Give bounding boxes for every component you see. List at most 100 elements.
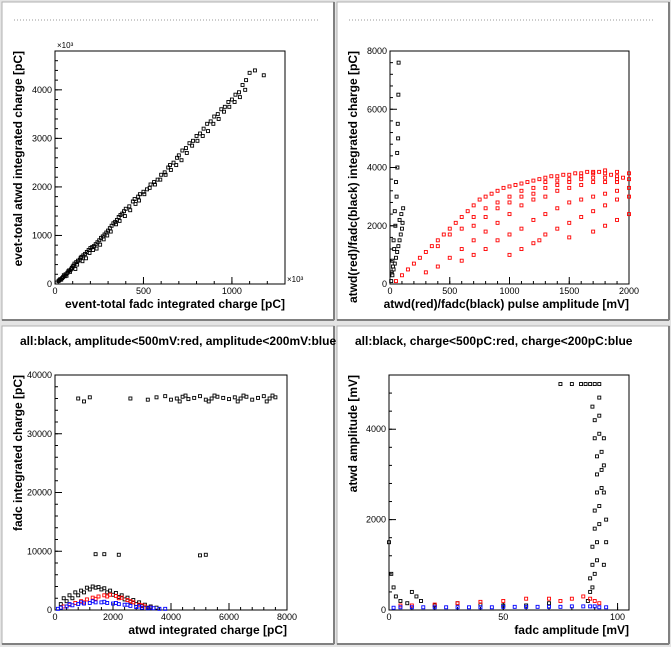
data-point (432, 605, 437, 610)
data-point (395, 165, 400, 170)
data-point (414, 594, 419, 599)
data-point (215, 112, 220, 117)
data-point (235, 399, 240, 404)
data-point (595, 558, 599, 563)
data-point (591, 229, 596, 234)
data-point (93, 552, 98, 557)
data-point (226, 100, 231, 104)
data-point (561, 172, 566, 177)
x-tick-label: 6000 (219, 612, 239, 622)
data-point (543, 180, 548, 185)
data-point (398, 599, 403, 603)
x-tick-label: 0 (386, 612, 391, 622)
data-point (389, 270, 394, 275)
x-tick-label: 4000 (161, 612, 181, 622)
data-point (483, 206, 488, 211)
data-point (555, 226, 560, 231)
data-point (128, 599, 133, 604)
data-point (84, 256, 88, 261)
y-tick-label: 40000 (27, 370, 52, 380)
data-point (543, 194, 548, 199)
data-point (459, 258, 464, 263)
data-point (435, 244, 440, 249)
data-point (597, 413, 602, 418)
data-point (531, 217, 536, 222)
data-point (168, 167, 173, 172)
data-point (243, 87, 248, 92)
series-red (398, 594, 602, 608)
data-point (174, 396, 179, 401)
data-point (186, 397, 191, 402)
data-point (64, 599, 69, 604)
data-point (409, 605, 414, 610)
data-point (391, 585, 396, 590)
data-point (471, 238, 476, 243)
data-point (525, 180, 530, 185)
data-point (627, 171, 631, 176)
data-point (615, 217, 619, 222)
data-point (592, 418, 597, 423)
data-point (547, 601, 551, 606)
data-point (531, 241, 536, 246)
data-point (597, 169, 602, 174)
data-point (396, 60, 401, 65)
data-point (171, 160, 176, 165)
data-point (597, 431, 602, 436)
data-point (387, 540, 391, 545)
data-point (615, 188, 619, 193)
data-point (573, 171, 578, 176)
data-point (597, 395, 602, 400)
y-tick-label: 0 (381, 605, 386, 615)
data-point (391, 238, 396, 243)
data-point (627, 177, 631, 182)
x-tick-label: 2000 (103, 612, 123, 622)
data-point (244, 78, 249, 83)
data-point (61, 596, 66, 601)
data-point (592, 526, 597, 531)
series-red (394, 168, 631, 284)
data-point (67, 602, 72, 607)
data-point (423, 250, 428, 254)
data-point (137, 604, 142, 609)
data-point (177, 399, 182, 404)
data-point (256, 395, 260, 400)
data-point (569, 596, 574, 601)
data-point (198, 131, 203, 136)
series-blue (55, 599, 168, 611)
data-point (597, 504, 602, 509)
data-point (82, 399, 86, 404)
data-point (145, 397, 150, 402)
data-point (216, 117, 221, 121)
data-point (501, 599, 506, 603)
data-point (206, 399, 211, 404)
data-point (58, 605, 63, 610)
pad-background (336, 325, 670, 645)
data-point (558, 599, 563, 603)
data-point (400, 226, 404, 231)
data-point (227, 104, 232, 109)
data-point (558, 604, 563, 609)
data-point (206, 129, 210, 134)
y-axis-title: fadc integrated charge [pC] (11, 375, 25, 531)
data-point (73, 590, 78, 595)
y-multiplier-label: ×10³ (57, 41, 74, 50)
data-point (179, 158, 184, 163)
data-point (592, 382, 597, 386)
data-point (599, 486, 604, 490)
data-point (187, 141, 192, 146)
series-blue (391, 604, 609, 610)
data-point (549, 174, 554, 179)
data-point (93, 596, 98, 601)
data-point (102, 552, 107, 557)
data-point (64, 273, 69, 278)
data-point (270, 393, 275, 398)
data-point (232, 395, 237, 400)
data-point (507, 252, 512, 257)
data-point (252, 68, 257, 73)
data-point (247, 70, 252, 75)
data-point (495, 200, 500, 205)
data-point (205, 121, 210, 126)
data-point (459, 226, 464, 231)
data-point (163, 606, 168, 611)
